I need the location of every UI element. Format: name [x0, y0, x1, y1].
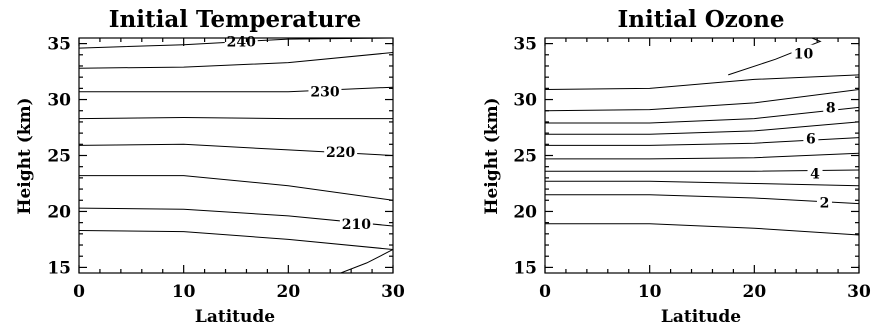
x-axis-label: Latitude: [195, 307, 275, 327]
contour-label-gap: [308, 82, 342, 100]
contour-line: [79, 230, 393, 250]
contour-line: [545, 89, 859, 112]
x-tick-label: 0: [539, 282, 551, 302]
contour-line: [79, 52, 393, 69]
y-tick-label: 35: [47, 35, 71, 55]
contour-label: 2: [820, 196, 830, 212]
chart-title: Initial Ozone: [617, 6, 784, 33]
contour-label-gap: [791, 44, 816, 62]
contour-label: 10: [794, 47, 814, 63]
y-tick-label: 35: [513, 35, 537, 55]
contour-label: 4: [810, 166, 820, 182]
y-tick-label: 30: [513, 91, 537, 111]
contour-label: 6: [806, 132, 816, 148]
contour-label-gap: [816, 193, 832, 211]
contour-label-gap: [807, 164, 823, 182]
x-tick-label: 20: [742, 282, 766, 302]
contour-label: 220: [326, 145, 355, 161]
x-tick-label: 10: [172, 282, 196, 302]
contour-label-gap: [823, 98, 839, 116]
contour-label: 230: [310, 85, 339, 101]
contour-line: [79, 86, 393, 93]
contour-label-gap: [339, 214, 373, 232]
y-tick-label: 30: [47, 91, 71, 111]
y-tick-label: 15: [513, 258, 537, 278]
contour-label: 240: [227, 34, 256, 50]
contour-line: [545, 169, 859, 172]
x-tick-label: 10: [638, 282, 662, 302]
contour-label-gap: [224, 32, 258, 50]
y-tick-label: 25: [47, 147, 71, 167]
x-axis-label: Latitude: [661, 307, 741, 327]
y-axis-label: Height (km): [15, 97, 35, 214]
y-tick-label: 20: [47, 202, 71, 222]
contour-line: [79, 116, 393, 120]
contour-label: 8: [826, 100, 836, 116]
x-tick-label: 30: [381, 282, 405, 302]
contour-line: [79, 175, 393, 201]
chart-title: Initial Temperature: [109, 6, 362, 33]
contour-line: [340, 249, 393, 273]
y-tick-label: 15: [47, 258, 71, 278]
x-tick-label: 30: [847, 282, 871, 302]
y-tick-label: 20: [513, 202, 537, 222]
panel-initial-temperature: Initial Temperature 210 220 230 240 0 10 20 30 1…: [15, 6, 405, 327]
contour-line: [545, 74, 859, 90]
contour-label: 210: [342, 217, 371, 233]
contour-label-gap: [803, 129, 819, 147]
contour-line: [545, 194, 859, 205]
contour-line: [545, 152, 859, 160]
contour-line: [545, 180, 859, 187]
y-tick-label: 25: [513, 147, 537, 167]
x-tick-label: 0: [73, 282, 85, 302]
x-tick-label: 20: [276, 282, 300, 302]
contour-line: [545, 121, 859, 135]
y-axis-label: Height (km): [482, 97, 502, 214]
contour-label-gap: [324, 143, 358, 161]
contour-line: [545, 106, 859, 124]
contour-line: [545, 223, 859, 236]
panel-initial-ozone: Initial Ozone 24 68 10 0 10 20 30 15 20 25 30 35 La…: [482, 6, 871, 327]
